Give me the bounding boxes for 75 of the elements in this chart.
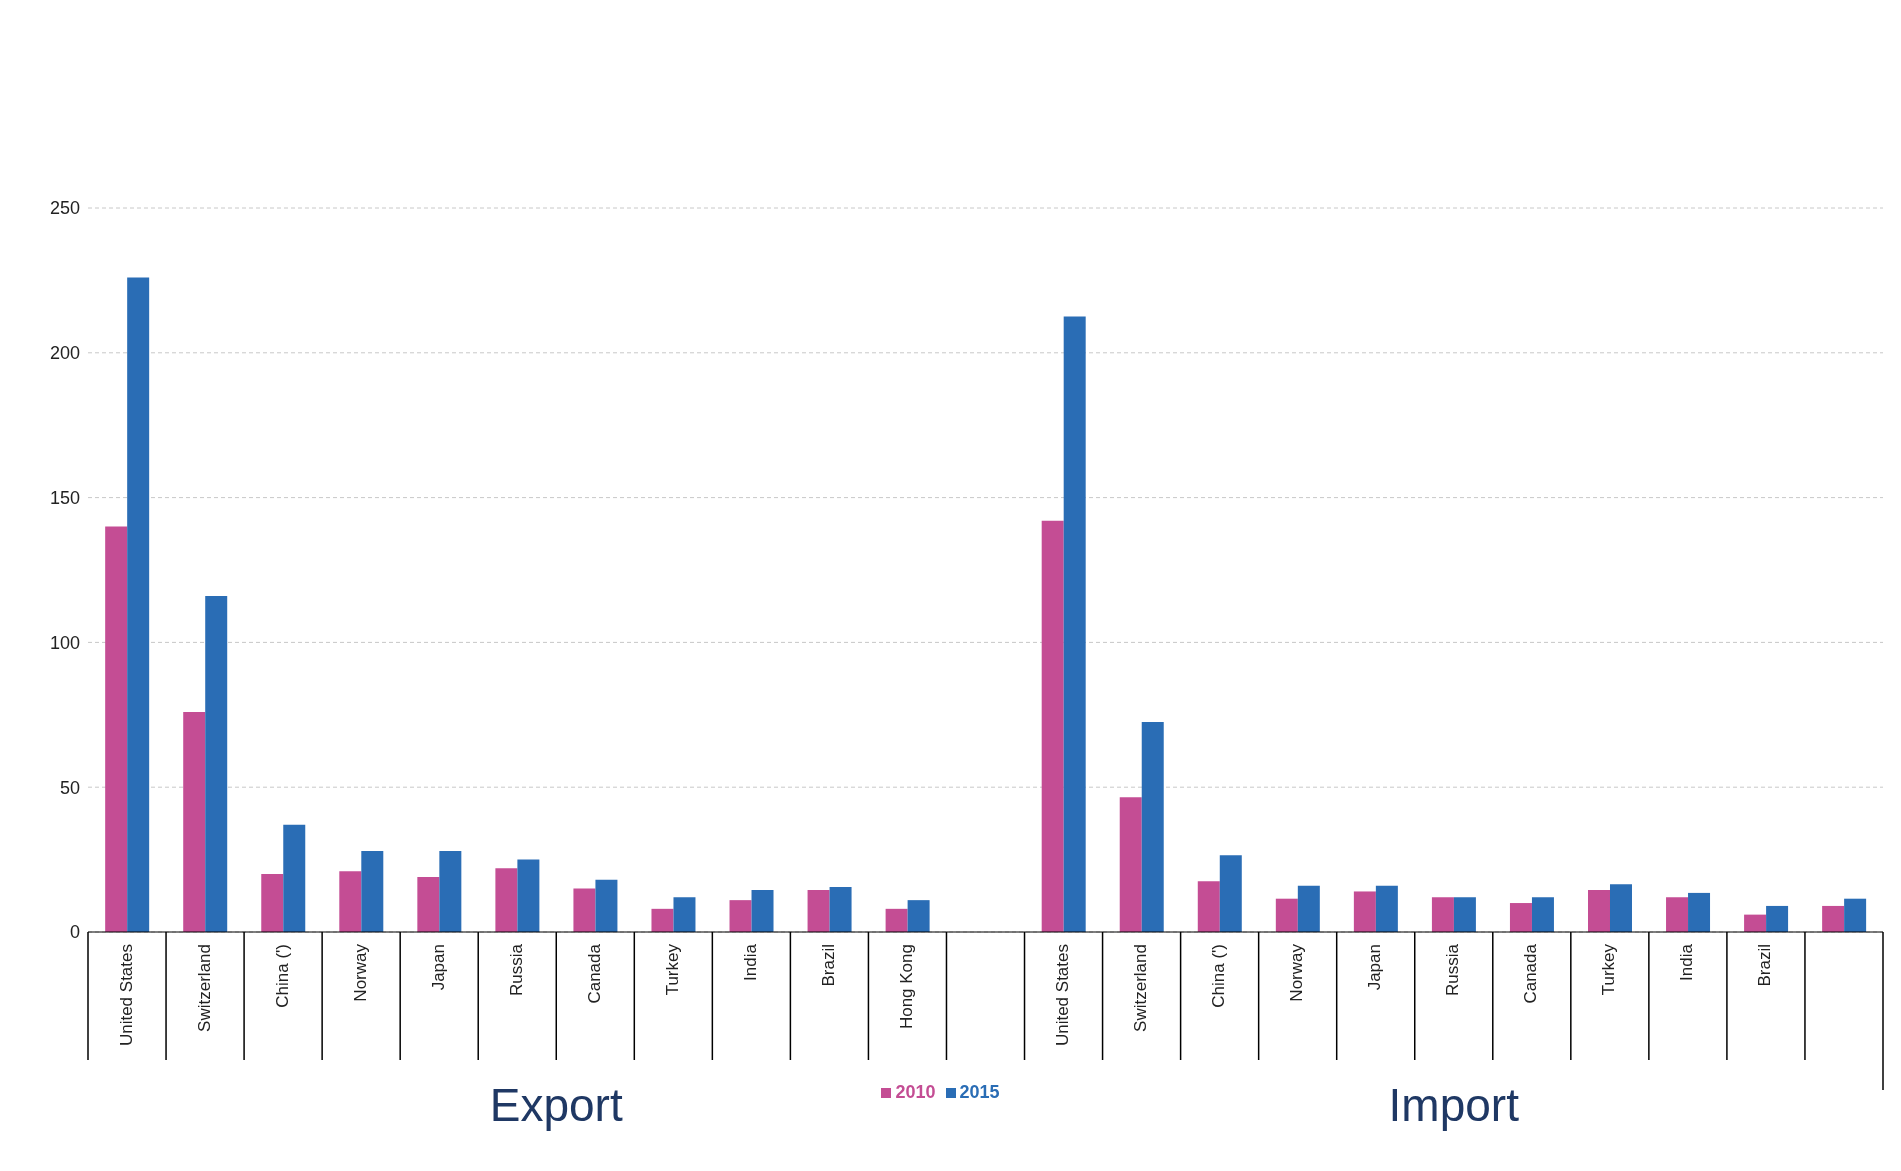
- bar: [127, 277, 150, 932]
- x-tick-label: Japan: [428, 944, 448, 991]
- x-tick-label: United States: [1053, 944, 1073, 1047]
- y-tick-label: 200: [49, 343, 80, 364]
- bar: [417, 876, 440, 932]
- bar: [1688, 892, 1711, 932]
- x-tick-label: Brazil: [1755, 944, 1775, 987]
- x-tick-label: Russia: [506, 943, 526, 996]
- bar: [751, 890, 774, 932]
- x-tick-label: Switzerland: [194, 944, 214, 1032]
- bar: [1531, 897, 1554, 932]
- bar: [1141, 722, 1164, 932]
- bar: [495, 868, 518, 932]
- bar: [1063, 316, 1086, 932]
- bar: [205, 596, 228, 932]
- bar: [1297, 885, 1320, 932]
- x-tick-label: Norway: [350, 943, 370, 1002]
- x-tick-label: China ('): [272, 944, 292, 1008]
- x-tick-label: Norway: [1287, 943, 1307, 1002]
- bar: [1610, 884, 1632, 932]
- legend-label: 2010: [895, 1082, 936, 1102]
- bar: [1119, 797, 1142, 932]
- bar: [1509, 903, 1532, 932]
- bar: [1822, 905, 1845, 932]
- x-tick-label: India: [740, 943, 760, 981]
- x-tick-label: Hong Kong: [896, 944, 916, 1030]
- bar: [339, 871, 362, 932]
- x-tick-label: Canada: [1521, 943, 1541, 1004]
- x-tick-label: Japan: [1365, 944, 1385, 991]
- bar: [1666, 897, 1689, 932]
- bar: [1197, 881, 1220, 932]
- text: Import: [1387, 1078, 1520, 1132]
- bar: [105, 526, 128, 932]
- bar: [651, 908, 674, 932]
- legend-label: 2015: [959, 1082, 1000, 1102]
- bar: [829, 887, 852, 932]
- x-tick-label: United States: [116, 944, 136, 1047]
- bar: [807, 890, 830, 932]
- bar: [1353, 891, 1376, 932]
- x-tick-label: India: [1677, 943, 1697, 981]
- bar: [1431, 897, 1454, 932]
- bar: [673, 897, 696, 932]
- bar: [1844, 898, 1867, 932]
- bar: [183, 711, 206, 932]
- x-tick-label: Turkey: [662, 943, 682, 996]
- x-tick-label: Turkey: [1599, 943, 1619, 996]
- y-tick-label: 150: [49, 487, 80, 508]
- bar: [439, 850, 462, 932]
- x-tick-label: Switzerland: [1131, 944, 1151, 1032]
- bar: [1453, 897, 1476, 932]
- bar: [1588, 890, 1610, 932]
- y-tick-label: 100: [49, 632, 80, 653]
- bar: [907, 900, 930, 932]
- bar: [1766, 905, 1789, 932]
- bar: [573, 888, 596, 932]
- bar: [1375, 885, 1398, 932]
- y-tick-label: 50: [59, 777, 80, 798]
- bar: [261, 874, 284, 932]
- bar: [885, 908, 908, 932]
- bar: [517, 859, 540, 932]
- bar: [283, 824, 306, 932]
- bar: [1275, 898, 1298, 932]
- x-tick-label: Russia: [1443, 943, 1463, 996]
- bar: [1219, 855, 1242, 932]
- bar: [361, 850, 384, 932]
- x-tick-label: Brazil: [818, 944, 838, 987]
- x-tick-label: Canada: [584, 943, 604, 1004]
- bar: [1041, 520, 1064, 932]
- bar: [595, 879, 618, 932]
- y-tick-label: 0: [69, 922, 80, 943]
- bar: [1744, 914, 1767, 932]
- bar: [729, 900, 752, 932]
- y-tick-label: 250: [49, 198, 80, 219]
- text: Export: [488, 1078, 624, 1132]
- x-tick-label: China ('): [1209, 944, 1229, 1008]
